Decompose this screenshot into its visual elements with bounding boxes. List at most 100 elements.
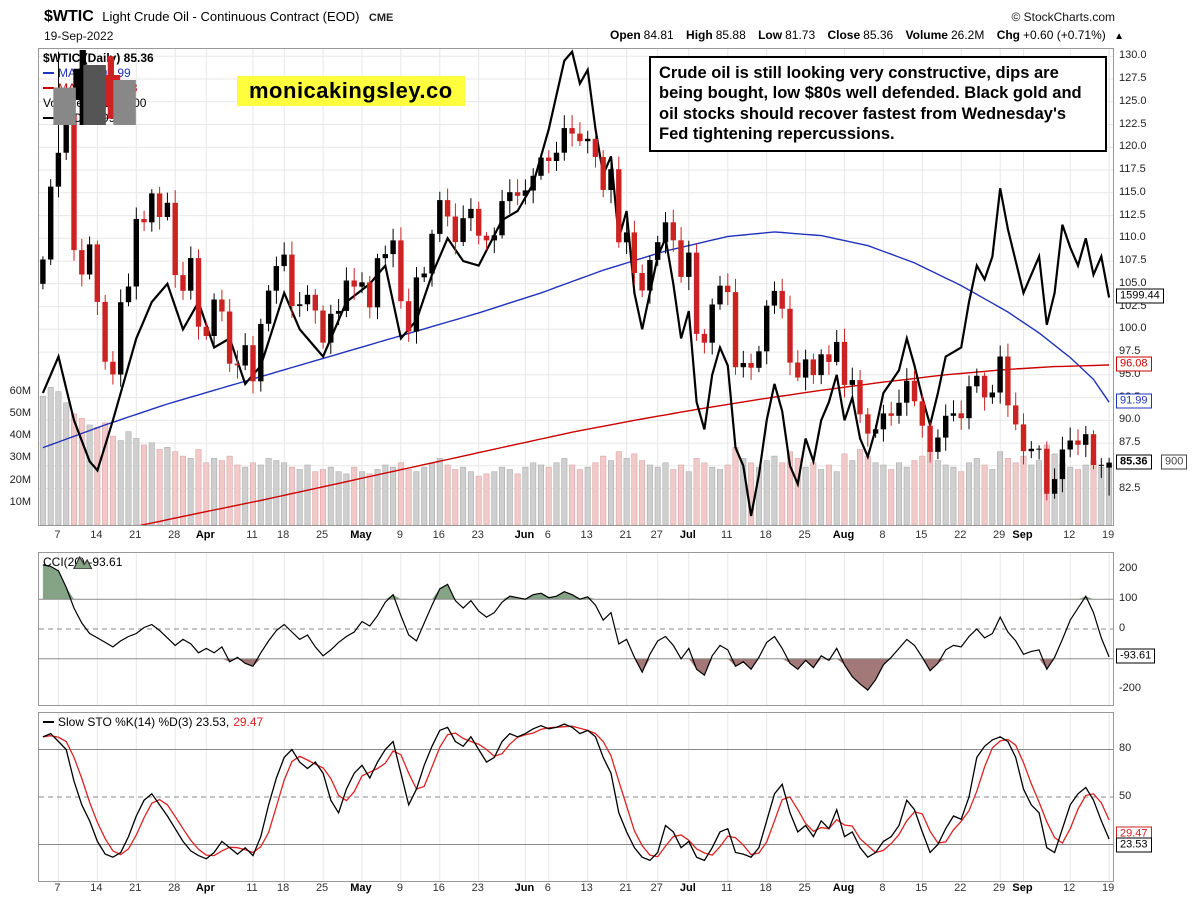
candle-body (195, 258, 202, 327)
candle-body (655, 242, 661, 260)
candle-body (86, 244, 93, 275)
candle-body (577, 133, 583, 142)
x-axis-label: 7 (54, 529, 61, 541)
volume-bar (553, 462, 560, 525)
stochastics-panel: Slow STO %K(14) %D(3) 23.53, 29.47 (38, 712, 1114, 882)
candle-body (242, 345, 248, 366)
volume-bar (942, 464, 949, 525)
volume-bar (919, 455, 926, 525)
x-axis-label: 9 (396, 882, 403, 894)
volume-bar (133, 438, 140, 525)
candle-body (1059, 449, 1066, 480)
x-axis-label: 14 (90, 882, 103, 894)
candle-body (312, 294, 318, 311)
x-axis-label: Aug (832, 882, 855, 894)
x-axis-label: 18 (277, 529, 290, 541)
candle-body (149, 193, 155, 223)
volume-bar (872, 462, 879, 525)
last-value-label: 91.99 (1116, 393, 1152, 409)
volume-bar (545, 466, 552, 525)
cci-tick-label: 0 (1119, 622, 1126, 634)
volume-bar (218, 460, 225, 525)
candle-body (865, 414, 871, 434)
x-axis-label: 18 (759, 529, 772, 541)
sto-k-line (42, 723, 1110, 862)
volume-bar (841, 453, 848, 525)
x-axis-label: 19 (1101, 882, 1115, 894)
candle-body (966, 386, 972, 419)
volume-bar (1082, 464, 1089, 525)
x-axis-label: 22 (954, 882, 967, 894)
candle-body (405, 301, 412, 332)
volume-bar (452, 469, 459, 525)
volume-bar (802, 466, 809, 525)
volume-bar (716, 469, 723, 525)
main-legend: $WTIC (Daily) 85.36 MA(50) 91.99 MA(200)… (43, 50, 154, 125)
candle-body (771, 290, 778, 306)
candle-body (367, 282, 373, 308)
x-axis-label: Jul (679, 882, 696, 894)
volume-bar (265, 458, 272, 525)
line-swatch-icon (43, 71, 54, 74)
x-axis-label: 16 (432, 529, 445, 541)
x-axis-label: 22 (954, 529, 967, 541)
candle-body (834, 341, 840, 362)
watermark: monicakingsley.co (237, 76, 465, 106)
candle-body (1044, 448, 1050, 494)
price-tick-label: 97.5 (1119, 345, 1141, 358)
x-axis-label: 15 (915, 882, 928, 894)
volume-bar (514, 473, 521, 525)
volume-bar (296, 469, 303, 525)
x-axis-label: 25 (315, 529, 329, 541)
candle-body (943, 415, 949, 438)
candle-body (55, 152, 62, 187)
price-panel: $WTIC (Daily) 85.36 MA(50) 91.99 MA(200)… (38, 48, 1114, 526)
x-axis-label: 12 (1063, 529, 1076, 541)
volume-bar (989, 469, 996, 525)
volume-bar (86, 424, 93, 525)
candle-body (164, 202, 171, 217)
high-value: 85.88 (715, 28, 746, 42)
candle-body (849, 380, 855, 385)
candle-body (561, 128, 567, 153)
candle-body (110, 361, 116, 375)
candle-body (662, 222, 669, 243)
candle-body (904, 380, 910, 403)
x-axis-label: 29 (993, 882, 1006, 894)
volume-bar (475, 475, 482, 525)
cci-chart-canvas (39, 553, 1113, 705)
candle-body (203, 326, 209, 336)
candle-body (452, 216, 458, 243)
candle-body (125, 286, 132, 303)
sto-d-line (42, 725, 1110, 858)
candle-body (888, 413, 894, 416)
volume-bar (211, 458, 218, 525)
volume-bar (47, 386, 54, 525)
chart-header: $WTIC Light Crude Oil - Continuous Contr… (44, 8, 393, 26)
volume-bar (312, 471, 319, 525)
x-axis-label: 25 (315, 882, 329, 894)
candle-body (48, 186, 54, 260)
volume-bar (203, 462, 210, 525)
x-axis-label: 11 (246, 882, 258, 894)
candle-body (343, 280, 350, 311)
volume-bar (319, 469, 326, 525)
volume-bar (693, 458, 700, 525)
volume-bar (125, 431, 132, 525)
x-axis-top: 7 14 21 28 Apr 11 18 25 May 9 16 23 Jun 6 13 21 27 Jul 11 1… (38, 529, 1114, 544)
volume-bar (436, 458, 443, 525)
candle-body (670, 222, 676, 241)
cci-overbought-fill (42, 564, 1110, 600)
candle-body (981, 375, 988, 398)
volume-bar (973, 458, 980, 525)
volume-bar (849, 460, 856, 525)
candle-body (413, 277, 420, 332)
candle-body (476, 208, 482, 236)
candle-body (79, 250, 85, 275)
candle-body (1090, 434, 1097, 465)
volume-bar (273, 460, 280, 525)
x-axis-label: 25 (798, 529, 811, 541)
volume-bar (250, 462, 257, 525)
candle-body (795, 362, 801, 378)
volume-bar (94, 426, 101, 525)
